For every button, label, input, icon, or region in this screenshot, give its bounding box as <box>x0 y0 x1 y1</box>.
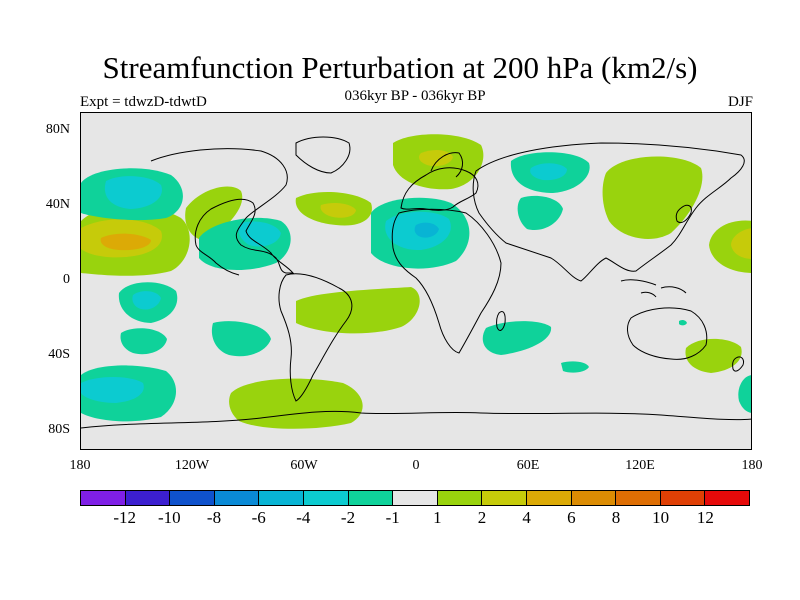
coastline-asia <box>472 142 745 282</box>
colorbar-label: -8 <box>206 508 222 527</box>
x-tick-label: 60E <box>516 458 540 473</box>
contour-fill-negative <box>81 377 144 403</box>
y-tick-label: 80S <box>48 422 70 438</box>
contour-fill-positive <box>731 228 751 259</box>
colorbar-swatch <box>437 491 483 505</box>
contour-fill-negative <box>482 321 552 355</box>
coastline-new-zealand <box>732 356 744 372</box>
map-plot-area <box>80 112 752 450</box>
contour-fills <box>81 134 751 429</box>
colorbar-label: 2 <box>477 508 487 527</box>
coastlines <box>81 136 751 429</box>
contour-fill-negative <box>211 321 271 357</box>
season-label: DJF <box>727 94 753 110</box>
coastline-madagascar <box>496 310 506 331</box>
colorbar-label: 6 <box>567 508 576 527</box>
colorbar-swatch <box>571 491 617 505</box>
x-tick-label: 0 <box>412 458 420 473</box>
y-tick-label: 40S <box>48 347 70 363</box>
contour-fill-positive <box>685 338 742 373</box>
x-tick-label: 120W <box>174 458 210 473</box>
colorbar-swatch <box>259 491 304 505</box>
x-tick-label: 60W <box>290 458 318 473</box>
contour-fill-negative <box>561 361 589 373</box>
coastline-indonesia <box>620 279 687 298</box>
coastline-africa <box>391 208 502 354</box>
colorbar-label: -10 <box>157 508 181 527</box>
coastline-antarctica <box>81 410 751 429</box>
contour-fill-positive <box>229 378 363 429</box>
colorbar-label: 10 <box>652 508 670 527</box>
colorbar-swatch <box>170 491 215 505</box>
colorbar-swatch <box>214 491 260 505</box>
coastline-japan <box>675 204 692 224</box>
x-tick-label: 120E <box>625 458 655 473</box>
contour-fill-positive <box>602 156 703 240</box>
contour-fill-negative <box>132 291 161 310</box>
contour-fill-positive <box>100 233 151 251</box>
contour-fill-negative <box>530 163 567 181</box>
y-tick-label: 0 <box>63 272 70 287</box>
colorbar-swatch <box>348 491 394 505</box>
contour-fill-positive <box>419 149 453 167</box>
colorbar-swatch <box>705 491 749 505</box>
colorbar <box>80 490 750 506</box>
colorbar-label: 1 <box>433 508 442 527</box>
contour-fill-negative <box>414 222 439 238</box>
contour-fill-negative <box>120 328 167 355</box>
colorbar-swatch <box>526 491 572 505</box>
y-tick-label: 80N <box>45 121 70 137</box>
contour-fill-negative <box>679 319 687 326</box>
map-title: Streamfunction Perturbation at 200 hPa (… <box>102 50 698 85</box>
contour-fill-positive <box>185 186 243 241</box>
colorbar-label: 4 <box>522 508 531 527</box>
x-tick-label: 180 <box>69 458 91 473</box>
contour-fill-positive <box>320 202 356 218</box>
coastline-greenland <box>295 136 351 174</box>
colorbar-swatch <box>393 491 438 505</box>
experiment-label: Expt = tdwzD-tdwtD <box>80 94 207 110</box>
colorbar-swatch <box>616 491 661 505</box>
colorbar-swatch <box>303 491 349 505</box>
map-subtitle: 036kyr BP - 036kyr BP <box>344 88 486 104</box>
colorbar-label: -1 <box>385 508 400 527</box>
y-tick-label: 40N <box>45 196 70 212</box>
coastline-north-america <box>150 148 295 276</box>
colorbar-label: 12 <box>696 508 714 527</box>
contour-fill-negative <box>238 221 281 247</box>
x-tick-label: 180 <box>741 458 763 473</box>
colorbar-swatch <box>660 491 706 505</box>
coastline-scandinavia <box>430 152 464 178</box>
contour-fill-negative <box>738 375 751 413</box>
colorbar-label: -4 <box>296 508 311 527</box>
colorbar-label: -12 <box>113 508 136 527</box>
colorbar-label: -2 <box>340 508 356 527</box>
contour-map <box>81 134 751 429</box>
contour-fill-positive <box>296 287 420 334</box>
contour-fill-negative <box>517 195 563 231</box>
coastline-south-america <box>278 273 353 402</box>
contour-fill-negative <box>104 176 162 209</box>
colorbar-label: -6 <box>251 508 266 527</box>
coastline-australia <box>627 307 708 360</box>
colorbar-label: 8 <box>611 508 621 527</box>
colorbar-swatch <box>81 491 126 505</box>
colorbar-swatch <box>125 491 171 505</box>
colorbar-swatch <box>482 491 527 505</box>
